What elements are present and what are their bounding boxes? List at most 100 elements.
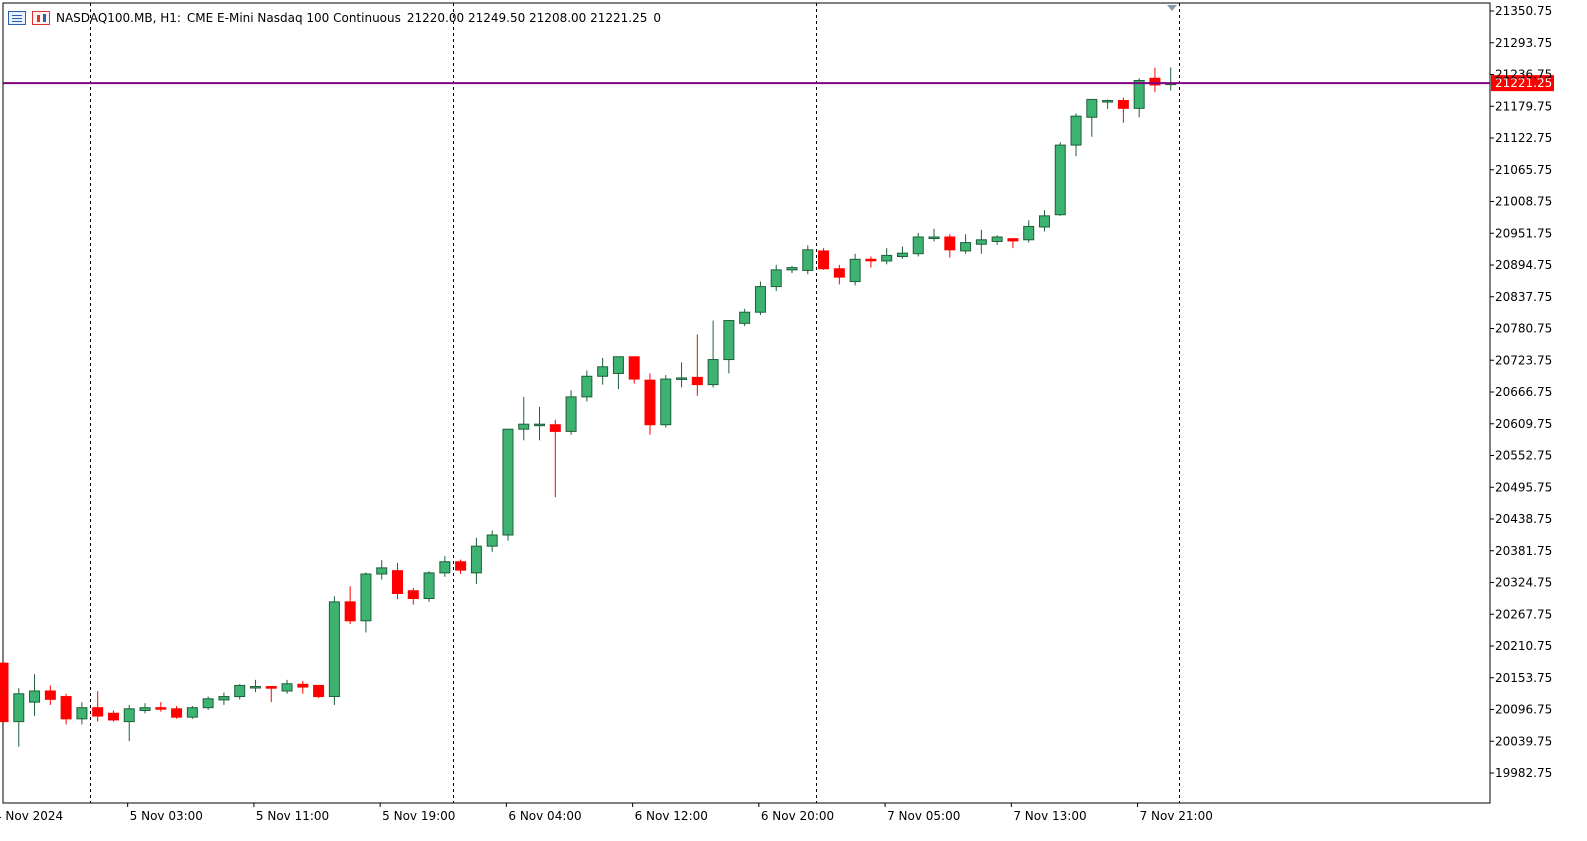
candle-35[interactable] bbox=[549, 419, 561, 498]
candle-73[interactable] bbox=[1149, 67, 1161, 93]
candle-body-45 bbox=[707, 359, 719, 386]
candle-19[interactable] bbox=[297, 680, 309, 694]
current-price-label-bg bbox=[1491, 75, 1554, 92]
list-icon[interactable] bbox=[8, 11, 26, 25]
candle-71[interactable] bbox=[1117, 97, 1129, 123]
candle-body-17 bbox=[265, 686, 277, 689]
candle-body-24 bbox=[376, 567, 388, 575]
candle-3[interactable] bbox=[44, 685, 56, 705]
candle-22[interactable] bbox=[344, 586, 356, 625]
candle-18[interactable] bbox=[281, 679, 293, 694]
candle-60[interactable] bbox=[944, 234, 956, 258]
candle-15[interactable] bbox=[234, 684, 246, 700]
candle-body-27 bbox=[423, 572, 435, 600]
candle-4[interactable] bbox=[60, 693, 72, 725]
candle-62[interactable] bbox=[975, 229, 987, 254]
candle-28[interactable] bbox=[439, 556, 451, 577]
candle-26[interactable] bbox=[407, 587, 419, 605]
y-tick-label-7: 20951.75 bbox=[1495, 226, 1552, 240]
candle-61[interactable] bbox=[960, 234, 972, 254]
candle-body-66 bbox=[1038, 215, 1050, 228]
candle-55[interactable] bbox=[865, 256, 877, 268]
candle-6[interactable] bbox=[92, 690, 104, 722]
candle-59[interactable] bbox=[928, 228, 940, 242]
candle-23[interactable] bbox=[360, 572, 372, 633]
candle-29[interactable] bbox=[455, 559, 467, 575]
candle-34[interactable] bbox=[534, 406, 546, 441]
candle-17[interactable] bbox=[265, 685, 277, 703]
candle-body-2 bbox=[29, 690, 41, 703]
candle-68[interactable] bbox=[1070, 113, 1082, 157]
candle-41[interactable] bbox=[644, 373, 656, 435]
candle-67[interactable] bbox=[1054, 142, 1066, 216]
y-tick-label-12: 20666.75 bbox=[1495, 385, 1552, 399]
candle-45[interactable] bbox=[707, 320, 719, 388]
candle-54[interactable] bbox=[849, 253, 861, 286]
candle-8[interactable] bbox=[123, 704, 135, 742]
candle-body-16 bbox=[249, 686, 261, 689]
candle-16[interactable] bbox=[249, 679, 261, 693]
x-tick-label-2: 5 Nov 11:00 bbox=[256, 809, 329, 823]
candle-9[interactable] bbox=[139, 703, 151, 714]
candle-12[interactable] bbox=[186, 706, 198, 719]
candle-46[interactable] bbox=[723, 320, 735, 374]
candle-11[interactable] bbox=[171, 706, 183, 719]
candle-0[interactable] bbox=[0, 662, 9, 723]
candle-1[interactable] bbox=[13, 688, 25, 747]
candle-31[interactable] bbox=[486, 530, 498, 552]
candle-44[interactable] bbox=[691, 334, 703, 396]
candle-50[interactable] bbox=[786, 265, 798, 274]
candle-33[interactable] bbox=[518, 396, 530, 441]
candle-72[interactable] bbox=[1133, 78, 1145, 118]
candle-37[interactable] bbox=[581, 370, 593, 402]
x-tick-label-0: 4 Nov 2024 bbox=[0, 809, 63, 823]
candle-52[interactable] bbox=[818, 248, 830, 270]
candle-body-69 bbox=[1086, 98, 1098, 118]
y-tick-label-4: 21122.75 bbox=[1495, 131, 1552, 145]
candles-icon[interactable] bbox=[32, 11, 50, 25]
candle-5[interactable] bbox=[76, 702, 88, 725]
candle-49[interactable] bbox=[770, 264, 782, 292]
candle-40[interactable] bbox=[628, 356, 640, 384]
candle-7[interactable] bbox=[107, 710, 119, 722]
candle-53[interactable] bbox=[833, 264, 845, 285]
candle-51[interactable] bbox=[802, 245, 814, 275]
y-tick-label-14: 20552.75 bbox=[1495, 449, 1552, 463]
candle-body-62 bbox=[975, 239, 987, 245]
candle-47[interactable] bbox=[739, 308, 751, 327]
candle-24[interactable] bbox=[376, 560, 388, 580]
candle-body-31 bbox=[486, 534, 498, 547]
candle-42[interactable] bbox=[660, 375, 672, 428]
candle-30[interactable] bbox=[470, 537, 482, 585]
candle-body-57 bbox=[896, 252, 908, 258]
candle-48[interactable] bbox=[754, 281, 766, 315]
candle-57[interactable] bbox=[896, 246, 908, 259]
candle-64[interactable] bbox=[1007, 238, 1019, 249]
candle-39[interactable] bbox=[612, 356, 624, 390]
candle-32[interactable] bbox=[502, 428, 514, 541]
symbol-label: NASDAQ100.MB, H1: bbox=[56, 11, 181, 25]
candle-10[interactable] bbox=[155, 702, 167, 712]
y-tick-label-16: 20438.75 bbox=[1495, 512, 1552, 526]
candle-27[interactable] bbox=[423, 571, 435, 602]
candle-2[interactable] bbox=[29, 674, 41, 717]
candle-25[interactable] bbox=[392, 562, 403, 600]
candle-69[interactable] bbox=[1086, 98, 1098, 137]
candle-body-61 bbox=[960, 242, 972, 252]
candle-36[interactable] bbox=[565, 390, 577, 435]
candle-20[interactable] bbox=[313, 684, 325, 699]
candle-13[interactable] bbox=[202, 696, 214, 710]
candle-14[interactable] bbox=[218, 692, 230, 705]
candle-65[interactable] bbox=[1023, 220, 1035, 243]
candle-43[interactable] bbox=[676, 362, 688, 388]
candle-21[interactable] bbox=[328, 596, 340, 705]
candle-58[interactable] bbox=[912, 233, 924, 257]
candle-63[interactable] bbox=[991, 235, 1003, 245]
candle-56[interactable] bbox=[881, 248, 893, 265]
candle-66[interactable] bbox=[1038, 210, 1050, 232]
candle-38[interactable] bbox=[597, 357, 609, 385]
shift-marker-icon[interactable] bbox=[1167, 5, 1177, 11]
candle-70[interactable] bbox=[1102, 99, 1114, 109]
